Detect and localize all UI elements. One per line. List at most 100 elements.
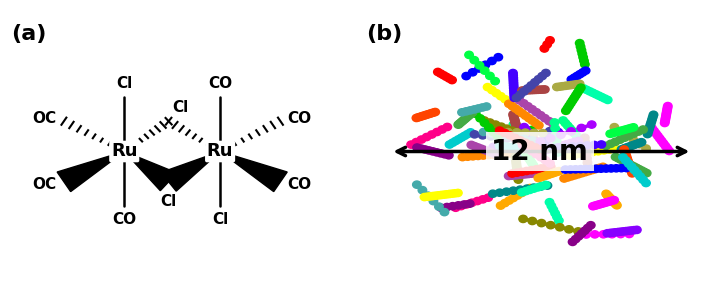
Circle shape: [525, 132, 534, 139]
Circle shape: [508, 69, 517, 77]
Circle shape: [479, 196, 487, 203]
Circle shape: [551, 144, 559, 151]
Circle shape: [437, 70, 445, 77]
Circle shape: [610, 197, 618, 204]
Circle shape: [526, 142, 535, 149]
Circle shape: [591, 165, 600, 173]
Circle shape: [623, 132, 631, 139]
Circle shape: [662, 109, 671, 116]
Circle shape: [648, 114, 657, 121]
Circle shape: [531, 138, 540, 145]
Circle shape: [517, 143, 525, 150]
Circle shape: [628, 163, 636, 171]
Circle shape: [536, 183, 545, 190]
Circle shape: [573, 72, 581, 80]
Circle shape: [604, 192, 612, 199]
Circle shape: [458, 109, 466, 116]
Circle shape: [457, 118, 466, 126]
Circle shape: [520, 87, 528, 94]
Circle shape: [654, 132, 662, 140]
Circle shape: [521, 125, 530, 133]
Circle shape: [538, 143, 547, 151]
Circle shape: [523, 167, 531, 175]
Circle shape: [454, 202, 463, 209]
Circle shape: [619, 157, 628, 165]
Circle shape: [454, 136, 463, 143]
Circle shape: [565, 152, 574, 159]
Circle shape: [577, 124, 586, 132]
Circle shape: [512, 158, 520, 165]
Circle shape: [604, 96, 612, 104]
Circle shape: [514, 174, 523, 181]
Circle shape: [537, 165, 545, 172]
Circle shape: [535, 169, 544, 176]
Circle shape: [543, 132, 552, 139]
Circle shape: [532, 142, 541, 149]
Circle shape: [529, 86, 537, 94]
Circle shape: [439, 191, 448, 198]
Circle shape: [581, 168, 589, 176]
Circle shape: [568, 97, 577, 104]
Circle shape: [426, 193, 435, 200]
Circle shape: [457, 202, 465, 210]
Circle shape: [508, 144, 517, 151]
Circle shape: [462, 201, 471, 208]
Circle shape: [536, 146, 545, 154]
Circle shape: [617, 165, 626, 172]
Circle shape: [509, 72, 518, 79]
Circle shape: [431, 108, 439, 116]
Circle shape: [610, 124, 618, 131]
Circle shape: [442, 203, 451, 211]
Circle shape: [555, 168, 563, 175]
Circle shape: [434, 192, 442, 199]
Circle shape: [495, 134, 503, 141]
Circle shape: [511, 145, 520, 153]
Circle shape: [542, 181, 550, 188]
Circle shape: [555, 143, 563, 150]
Circle shape: [608, 197, 616, 204]
Circle shape: [661, 116, 670, 123]
Circle shape: [455, 120, 464, 127]
Circle shape: [445, 75, 454, 82]
Circle shape: [501, 95, 509, 103]
Circle shape: [607, 165, 616, 172]
Circle shape: [571, 172, 579, 179]
Circle shape: [622, 228, 630, 235]
Circle shape: [567, 128, 575, 135]
Circle shape: [488, 87, 496, 94]
Circle shape: [442, 191, 451, 198]
Circle shape: [655, 135, 664, 142]
Circle shape: [660, 119, 669, 127]
Circle shape: [663, 104, 672, 112]
Circle shape: [526, 147, 535, 154]
Circle shape: [513, 125, 521, 132]
Circle shape: [505, 197, 513, 204]
Circle shape: [562, 141, 571, 148]
Circle shape: [509, 187, 518, 194]
Circle shape: [534, 147, 542, 154]
Circle shape: [510, 117, 519, 124]
Circle shape: [528, 136, 537, 143]
Circle shape: [481, 61, 490, 68]
Circle shape: [413, 144, 421, 151]
Circle shape: [535, 144, 544, 151]
Circle shape: [623, 157, 632, 164]
Circle shape: [645, 123, 654, 131]
Circle shape: [583, 142, 591, 149]
Circle shape: [545, 129, 553, 136]
Circle shape: [576, 71, 584, 78]
Circle shape: [626, 165, 635, 173]
Circle shape: [537, 145, 546, 152]
Circle shape: [481, 67, 489, 74]
Text: CO: CO: [208, 76, 232, 91]
Circle shape: [511, 119, 520, 127]
Circle shape: [639, 176, 648, 183]
Circle shape: [536, 174, 545, 181]
Circle shape: [460, 201, 469, 208]
Circle shape: [590, 141, 599, 148]
Circle shape: [581, 61, 589, 68]
Circle shape: [539, 142, 547, 149]
Circle shape: [466, 129, 475, 136]
Circle shape: [525, 133, 534, 141]
Text: CO: CO: [288, 177, 312, 192]
